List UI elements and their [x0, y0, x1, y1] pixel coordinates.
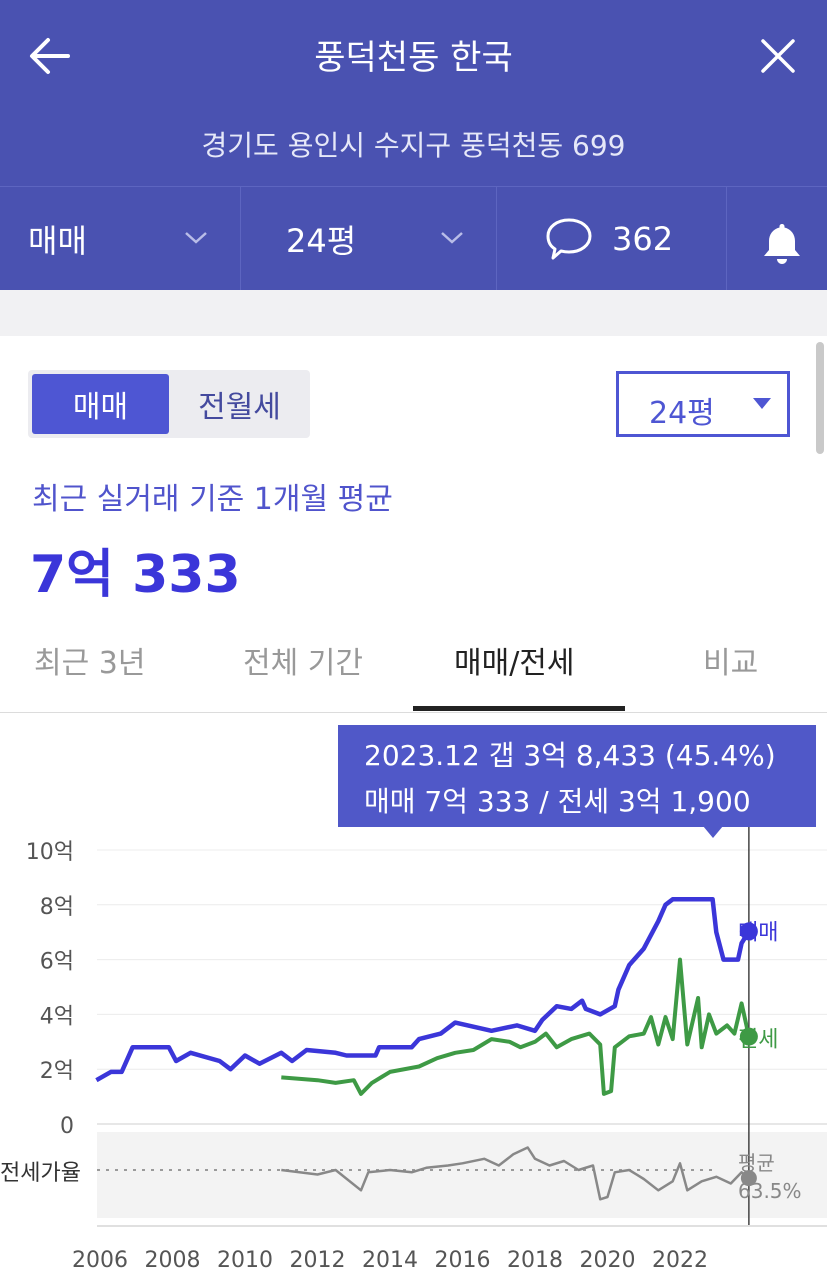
comments-button[interactable]: 362: [544, 187, 714, 291]
sale-end-point[interactable]: [739, 922, 758, 941]
x-tick-label: 2022: [652, 1248, 708, 1273]
chart-tooltip: 2023.12 갭 3억 8,433 (45.4%) 매매 7억 333 / 전…: [338, 725, 816, 827]
scrollbar[interactable]: [816, 342, 824, 454]
tab-sale-jeonse[interactable]: 매매/전세: [454, 646, 575, 681]
size-dropdown-label: 24평: [649, 396, 715, 431]
x-tick-label: 2006: [72, 1248, 128, 1273]
price-chart[interactable]: 0 2억 4억 6억 8억 10억 2006 2008 2010 2012 2014 2016 2018…: [0, 820, 827, 1283]
legend-jeonse: 전세: [738, 1028, 778, 1053]
ratio-average-value: 63.5%: [738, 1179, 802, 1203]
filter-bar: 매매 24평 362: [0, 186, 827, 291]
tab-recent-3y[interactable]: 최근 3년: [34, 646, 146, 681]
ratio-band: [97, 1132, 827, 1218]
y-tick-label: 8억: [40, 895, 74, 920]
ratio-end-point[interactable]: [740, 1170, 757, 1187]
size-dropdown[interactable]: 24평: [616, 371, 790, 437]
x-tick-label: 2014: [362, 1248, 418, 1273]
chevron-down-icon: [441, 232, 463, 244]
series-line-sale: [95, 897, 751, 1083]
y-tick-label: 0: [60, 1114, 74, 1139]
toggle-sale[interactable]: 매매: [32, 374, 169, 434]
app-header: 풍덕천동 한국 경기도 용인시 수지구 풍덕천동 699 매매 24평 362: [0, 0, 827, 291]
comment-count: 362: [612, 220, 674, 258]
size-label: 24평: [286, 222, 357, 260]
jeonse-end-point[interactable]: [739, 1027, 758, 1046]
close-icon[interactable]: [760, 38, 796, 74]
trade-toggle: 매매 전월세: [28, 370, 310, 438]
tab-all-period[interactable]: 전체 기간: [243, 646, 363, 681]
tooltip-prices: 매매 7억 333 / 전세 3억 1,900: [364, 785, 751, 818]
caret-down-icon: [753, 398, 771, 409]
divider: [726, 187, 727, 291]
x-tick-label: 2020: [580, 1248, 636, 1273]
price-subtitle: 최근 실거래 기준 1개월 평균: [32, 482, 393, 517]
legend-sale: 매매: [738, 920, 778, 945]
section-gap: [0, 290, 827, 336]
average-price: 7억 333: [30, 545, 241, 605]
y-tick-label: 10억: [26, 840, 74, 865]
ratio-label: 전세가율: [0, 1161, 81, 1186]
y-tick-label: 4억: [40, 1004, 74, 1029]
x-tick-label: 2018: [507, 1248, 563, 1273]
back-arrow-icon[interactable]: [28, 36, 70, 76]
chat-bubble-icon: [546, 218, 592, 260]
tooltip-gap: 2023.12 갭 3억 8,433 (45.4%): [364, 739, 776, 772]
tab-compare[interactable]: 비교: [703, 646, 759, 681]
page-title: 풍덕천동 한국: [314, 38, 513, 78]
toggle-rent[interactable]: 전월세: [198, 390, 281, 425]
divider: [240, 187, 241, 291]
tooltip-pointer: [703, 826, 723, 838]
series-line-ratio: [281, 1146, 750, 1201]
chart-tabs: 최근 3년 전체 기간 매매/전세 비교: [0, 620, 827, 713]
series-line-jeonse: [281, 957, 751, 1096]
y-tick-label: 2억: [40, 1059, 74, 1084]
address: 경기도 용인시 수지구 풍덕천동 699: [201, 129, 626, 162]
divider: [496, 187, 497, 291]
y-tick-label: 6억: [40, 950, 74, 975]
trade-type-select[interactable]: 매매: [28, 187, 238, 291]
x-tick-label: 2012: [290, 1248, 346, 1273]
size-select[interactable]: 24평: [286, 187, 486, 291]
x-tick-label: 2016: [435, 1248, 491, 1273]
x-tick-label: 2010: [217, 1248, 273, 1273]
chevron-down-icon: [185, 232, 207, 244]
bell-icon[interactable]: [760, 221, 804, 265]
ratio-average-label: 평균: [738, 1151, 775, 1175]
active-tab-indicator: [413, 706, 625, 711]
trade-type-label: 매매: [28, 222, 87, 260]
x-tick-label: 2008: [145, 1248, 201, 1273]
